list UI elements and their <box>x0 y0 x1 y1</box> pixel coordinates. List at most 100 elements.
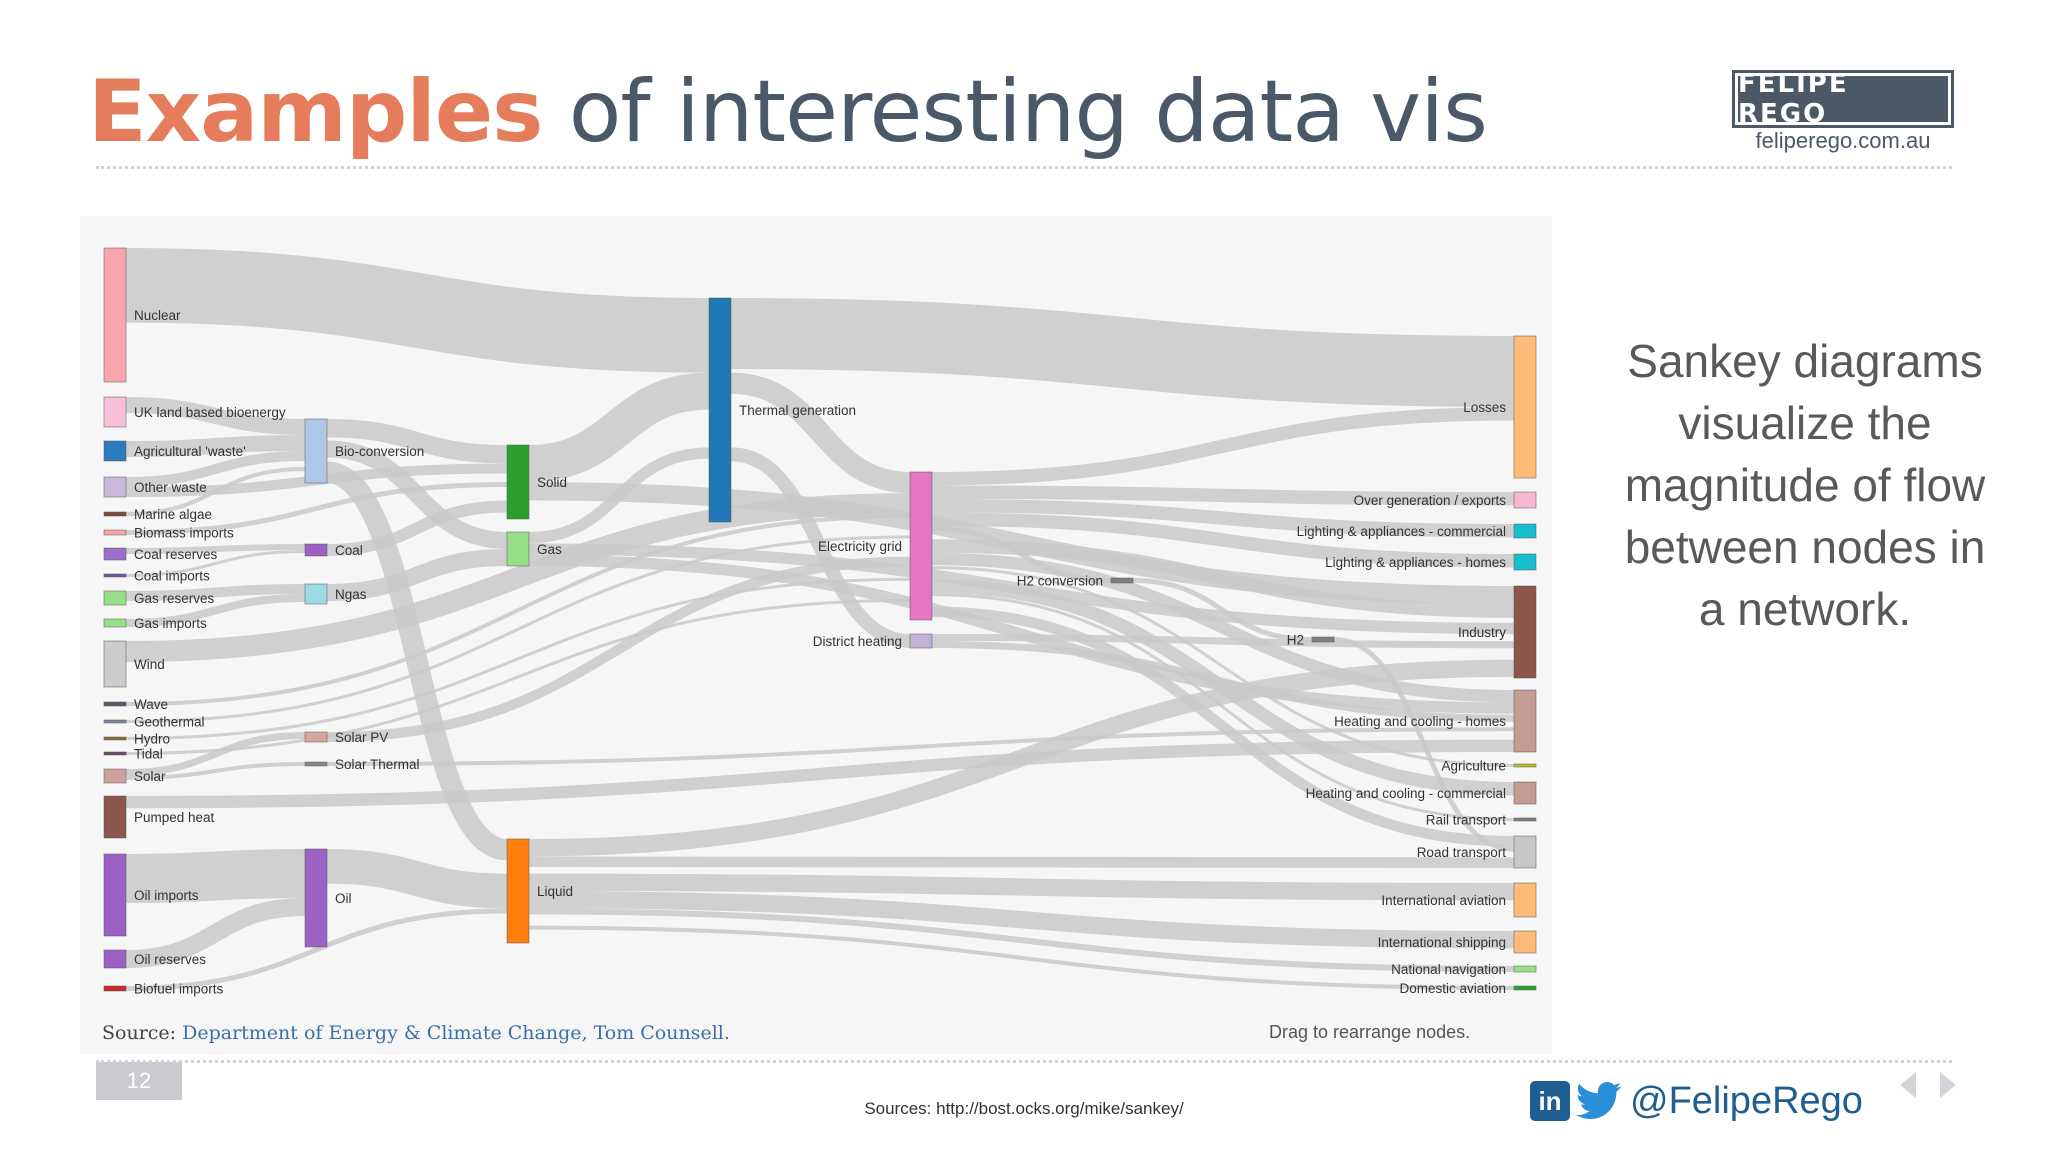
sankey-node[interactable] <box>1513 689 1537 753</box>
sankey-link[interactable] <box>326 500 508 556</box>
sankey-node[interactable] <box>103 396 127 428</box>
sankey-link[interactable] <box>931 641 1515 722</box>
sankey-node[interactable] <box>1513 817 1537 822</box>
sankey-node[interactable] <box>1513 335 1537 479</box>
sankey-link[interactable] <box>125 482 508 535</box>
sankey-link[interactable] <box>931 406 1515 486</box>
sankey-node[interactable] <box>1513 835 1537 869</box>
sankey-link[interactable] <box>125 550 306 577</box>
sankey-node[interactable] <box>909 633 933 649</box>
sankey-link[interactable] <box>1132 578 1313 642</box>
sankey-link[interactable] <box>931 634 1515 649</box>
sankey-node[interactable] <box>1513 965 1537 973</box>
sankey-node[interactable] <box>506 838 530 944</box>
sankey-link[interactable] <box>125 435 306 457</box>
twitter-handle[interactable]: @FelipeRego <box>1630 1079 1863 1122</box>
sankey-node[interactable] <box>103 590 127 606</box>
sankey-node[interactable] <box>304 731 328 743</box>
sankey-link[interactable] <box>528 891 1515 949</box>
sankey-link[interactable] <box>931 485 1515 506</box>
sankey-node[interactable] <box>304 761 328 767</box>
sankey-link[interactable] <box>326 549 508 601</box>
sankey-link[interactable] <box>528 659 1515 857</box>
twitter-icon[interactable] <box>1576 1081 1622 1121</box>
sankey-link[interactable] <box>125 451 306 487</box>
sankey-link[interactable] <box>125 493 911 663</box>
sankey-node[interactable] <box>304 848 328 948</box>
sankey-link[interactable] <box>125 247 710 373</box>
sankey-node[interactable] <box>103 440 127 462</box>
sankey-node[interactable] <box>1513 523 1537 539</box>
sankey-node[interactable] <box>103 701 127 707</box>
sankey-link[interactable] <box>326 419 508 464</box>
sankey-link[interactable] <box>125 849 306 903</box>
sankey-link[interactable] <box>931 579 1515 796</box>
sankey-link[interactable] <box>125 514 911 706</box>
sankey-link[interactable] <box>125 762 306 780</box>
sankey-link[interactable] <box>125 584 306 601</box>
sankey-link[interactable] <box>125 535 911 723</box>
sankey-node[interactable] <box>1513 491 1537 509</box>
sankey-link[interactable] <box>528 447 710 544</box>
sankey-link[interactable] <box>931 539 1515 618</box>
sankey-node[interactable] <box>1513 930 1537 954</box>
sankey-node[interactable] <box>1513 763 1537 768</box>
sankey-link[interactable] <box>125 577 911 740</box>
sankey-link[interactable] <box>528 925 1515 990</box>
next-slide-arrow-icon[interactable] <box>1940 1072 1956 1098</box>
sankey-link[interactable] <box>931 593 1515 821</box>
sankey-link[interactable] <box>125 544 306 554</box>
sankey-node[interactable] <box>103 795 127 839</box>
sankey-node[interactable] <box>103 247 127 383</box>
sankey-link[interactable] <box>326 848 508 909</box>
sankey-link[interactable] <box>528 372 710 482</box>
sankey-link[interactable] <box>326 556 911 742</box>
linkedin-icon[interactable]: in <box>1530 1081 1570 1121</box>
sankey-link[interactable] <box>125 908 508 991</box>
sankey-node[interactable] <box>909 471 933 621</box>
sankey-link[interactable] <box>730 298 1515 407</box>
sankey-link[interactable] <box>528 873 1515 901</box>
sankey-node[interactable] <box>103 573 127 578</box>
sankey-node[interactable] <box>103 719 127 724</box>
sankey-node[interactable] <box>103 618 127 628</box>
sankey-node[interactable] <box>1311 636 1335 643</box>
sankey-link[interactable] <box>931 525 1112 583</box>
sankey-link[interactable] <box>1333 637 1515 852</box>
sankey-node[interactable] <box>304 543 328 557</box>
sankey-node[interactable] <box>103 547 127 561</box>
sankey-link[interactable] <box>125 397 306 435</box>
sankey-node[interactable] <box>103 529 127 536</box>
sankey-node[interactable] <box>304 583 328 605</box>
sankey-link[interactable] <box>931 512 1515 568</box>
sankey-node[interactable] <box>1513 985 1537 991</box>
sankey-link[interactable] <box>931 566 1515 767</box>
sankey-node[interactable] <box>708 297 732 523</box>
sankey-node[interactable] <box>103 768 127 784</box>
sankey-link[interactable] <box>528 554 1515 714</box>
sankey-node[interactable] <box>1513 781 1537 805</box>
sankey-link[interactable] <box>931 498 1515 538</box>
prev-slide-arrow-icon[interactable] <box>1900 1072 1916 1098</box>
sankey-node[interactable] <box>1513 553 1537 571</box>
sankey-node[interactable] <box>1513 882 1537 918</box>
sankey-link[interactable] <box>125 594 306 627</box>
sankey-link[interactable] <box>125 732 306 776</box>
sankey-node[interactable] <box>103 949 127 969</box>
sankey-node[interactable] <box>103 511 127 517</box>
sankey-link[interactable] <box>325 461 509 861</box>
sankey-link[interactable] <box>125 898 306 968</box>
sankey-link[interactable] <box>528 856 1515 869</box>
sankey-link[interactable] <box>730 372 911 494</box>
sankey-node[interactable] <box>103 640 127 688</box>
sankey-link[interactable] <box>125 598 911 755</box>
sankey-node[interactable] <box>304 418 328 484</box>
sankey-node[interactable] <box>103 985 127 992</box>
sankey-node[interactable] <box>103 751 127 756</box>
sankey-node[interactable] <box>1513 585 1537 679</box>
sankey-node[interactable] <box>1110 577 1134 584</box>
sankey-link[interactable] <box>125 467 306 516</box>
sankey-link[interactable] <box>326 440 508 549</box>
sankey-node[interactable] <box>103 476 127 498</box>
source-link[interactable]: Department of Energy & Climate Change, T… <box>182 1022 730 1044</box>
